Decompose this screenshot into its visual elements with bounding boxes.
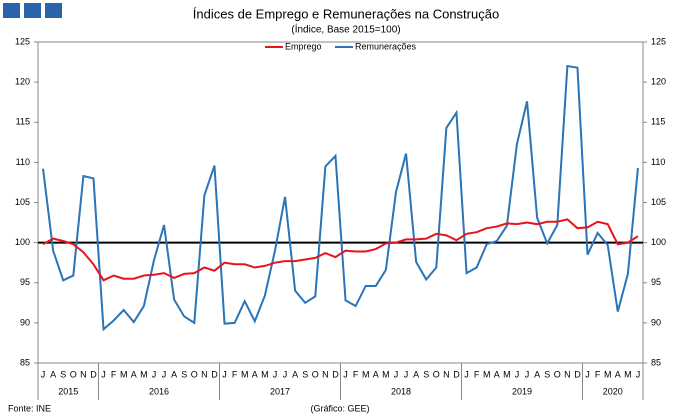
x-tick-label: A <box>50 369 56 379</box>
x-tick-label: F <box>353 369 359 379</box>
x-tick-label: S <box>423 369 429 379</box>
year-label: 2019 <box>512 386 532 396</box>
legend-label: Emprego <box>285 41 322 51</box>
y2-tick-label: 125 <box>651 36 666 46</box>
x-tick-label: J <box>404 369 409 379</box>
x-tick-label: S <box>60 369 66 379</box>
x-tick-label: N <box>201 369 208 379</box>
x-tick-label: D <box>574 369 581 379</box>
x-tick-label: M <box>483 369 491 379</box>
y-tick-label: 120 <box>15 77 30 87</box>
y2-tick-label: 115 <box>651 117 665 127</box>
y2-tick-label: 95 <box>651 277 661 287</box>
x-tick-label: F <box>232 369 238 379</box>
y-tick-label: 100 <box>15 237 30 247</box>
y-tick-label: 90 <box>20 317 30 327</box>
x-tick-label: J <box>152 369 157 379</box>
x-tick-label: J <box>273 369 278 379</box>
x-tick-label: J <box>464 369 469 379</box>
y2-tick-label: 85 <box>651 357 661 367</box>
year-label: 2018 <box>391 386 411 396</box>
credit: (Gráfico: GEE) <box>310 403 369 413</box>
x-tick-label: M <box>241 369 249 379</box>
source: Fonte: INE <box>8 403 51 413</box>
x-tick-label: N <box>564 369 571 379</box>
x-tick-label: J <box>162 369 167 379</box>
x-tick-label: A <box>615 369 621 379</box>
x-tick-label: J <box>343 369 348 379</box>
logo-square <box>45 3 62 18</box>
x-tick-label: J <box>394 369 399 379</box>
x-tick-label: D <box>453 369 460 379</box>
x-tick-label: J <box>222 369 227 379</box>
x-tick-label: S <box>544 369 550 379</box>
chart-subtitle: (Índice, Base 2015=100) <box>291 23 400 36</box>
y-tick-label: 85 <box>20 357 30 367</box>
y2-tick-label: 100 <box>651 237 666 247</box>
y-tick-label: 105 <box>15 197 30 207</box>
x-tick-label: J <box>101 369 106 379</box>
x-tick-label: N <box>322 369 329 379</box>
year-label: 2020 <box>603 386 623 396</box>
chart-title: Índices de Emprego e Remunerações na Con… <box>193 6 499 21</box>
series-line <box>42 64 639 332</box>
x-tick-label: O <box>191 369 198 379</box>
x-tick-label: D <box>332 369 339 379</box>
y-tick-label: 115 <box>16 117 30 127</box>
y2-tick-label: 105 <box>651 197 666 207</box>
year-label: 2015 <box>58 386 78 396</box>
x-tick-label: M <box>503 369 511 379</box>
legend-label: Remunerações <box>355 41 417 51</box>
y-tick-label: 125 <box>15 36 30 46</box>
x-tick-label: M <box>362 369 370 379</box>
x-tick-label: J <box>525 369 530 379</box>
y2-tick-label: 90 <box>651 317 661 327</box>
x-tick-label: M <box>140 369 148 379</box>
x-tick-label: J <box>636 369 641 379</box>
x-tick-label: O <box>312 369 319 379</box>
x-tick-label: A <box>171 369 177 379</box>
x-tick-label: D <box>211 369 218 379</box>
y-tick-label: 110 <box>16 157 30 167</box>
x-tick-label: J <box>515 369 520 379</box>
x-tick-label: S <box>302 369 308 379</box>
y-tick-label: 95 <box>20 277 30 287</box>
logo-square <box>24 3 41 18</box>
x-tick-label: J <box>41 369 46 379</box>
x-tick-label: O <box>70 369 77 379</box>
x-tick-label: S <box>181 369 187 379</box>
series-line <box>42 218 639 282</box>
x-tick-label: A <box>292 369 298 379</box>
x-tick-label: M <box>261 369 269 379</box>
x-tick-label: A <box>373 369 379 379</box>
x-tick-label: M <box>624 369 632 379</box>
x-tick-label: F <box>595 369 601 379</box>
x-tick-label: D <box>90 369 97 379</box>
x-tick-label: A <box>252 369 258 379</box>
x-tick-label: J <box>585 369 590 379</box>
logo-square <box>3 3 20 18</box>
y2-tick-label: 120 <box>651 77 666 87</box>
x-tick-label: A <box>413 369 419 379</box>
x-tick-label: A <box>131 369 137 379</box>
x-tick-label: O <box>433 369 440 379</box>
x-tick-label: M <box>604 369 612 379</box>
x-tick-label: N <box>80 369 87 379</box>
x-tick-label: N <box>443 369 450 379</box>
x-tick-label: M <box>382 369 390 379</box>
x-tick-label: M <box>120 369 128 379</box>
x-tick-label: A <box>534 369 540 379</box>
x-tick-label: J <box>283 369 288 379</box>
x-tick-label: O <box>554 369 561 379</box>
y2-tick-label: 110 <box>651 157 665 167</box>
year-label: 2017 <box>270 386 290 396</box>
x-tick-label: F <box>474 369 480 379</box>
x-tick-label: F <box>111 369 117 379</box>
x-tick-label: A <box>494 369 500 379</box>
year-label: 2016 <box>149 386 169 396</box>
